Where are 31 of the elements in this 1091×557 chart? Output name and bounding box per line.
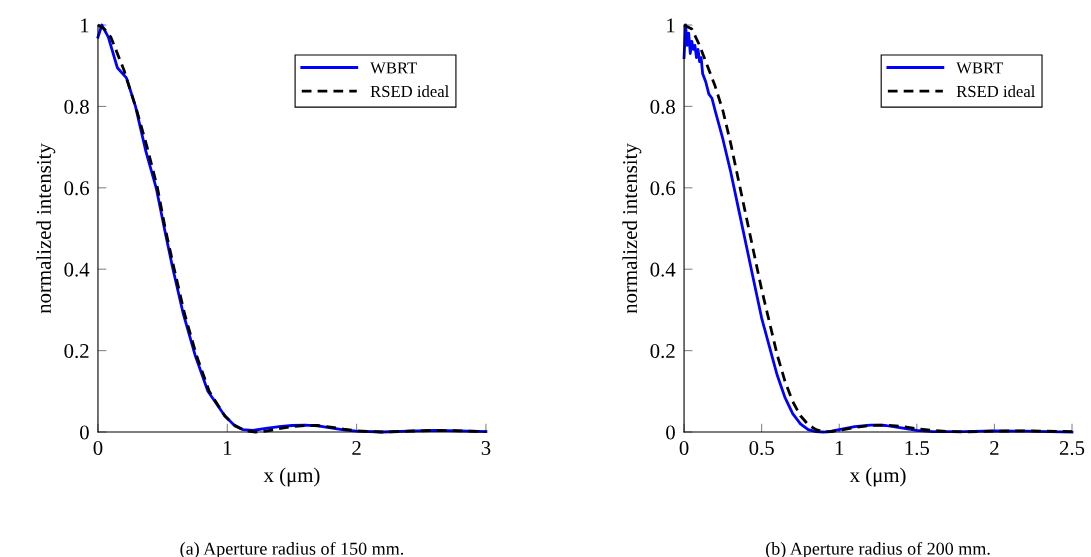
y-tick-label: 0 [666,425,675,440]
legend-label: WBRT [370,62,417,74]
y-tick-label: 0.4 [650,262,676,277]
x-tick-label: 2 [990,441,999,455]
x-tick-label: 0 [679,440,689,455]
legend-label: RSED ideal [370,85,449,98]
x-tick-label: 0 [93,440,103,455]
y-tick-label: 0.8 [64,99,89,114]
x-axis-title: x (μm) [263,467,320,487]
y-tick-label: 0.2 [64,343,89,359]
x-tick-label: 2.5 [1059,441,1085,456]
y-tick-label: 0 [80,425,89,440]
y-axis-title: normalized intensity [622,143,642,314]
legend-label: WBRT [956,62,1004,74]
x-tick-label: 1.5 [905,441,930,456]
legend-label: RSED ideal [956,85,1036,98]
y-axis-title: normalized intensity [36,143,56,314]
x-axis-title: x (μm) [849,467,906,487]
y-tick-label: 0.6 [650,181,676,196]
x-tick-label: 1 [223,441,232,455]
line-series [682,23,1074,434]
x-tick-label: 1 [835,441,844,455]
y-tick-label: 0.2 [650,343,675,359]
x-tick-label: 0.5 [749,440,774,456]
x-tick-label: 2 [352,441,361,455]
y-tick-label: 0.4 [64,262,90,277]
x-tick-label: 3 [481,441,491,455]
y-tick-label: 0.6 [64,181,90,196]
y-tick-label: 1 [667,18,675,33]
y-tick-label: 0.8 [650,99,675,114]
y-tick-label: 1 [81,18,89,33]
